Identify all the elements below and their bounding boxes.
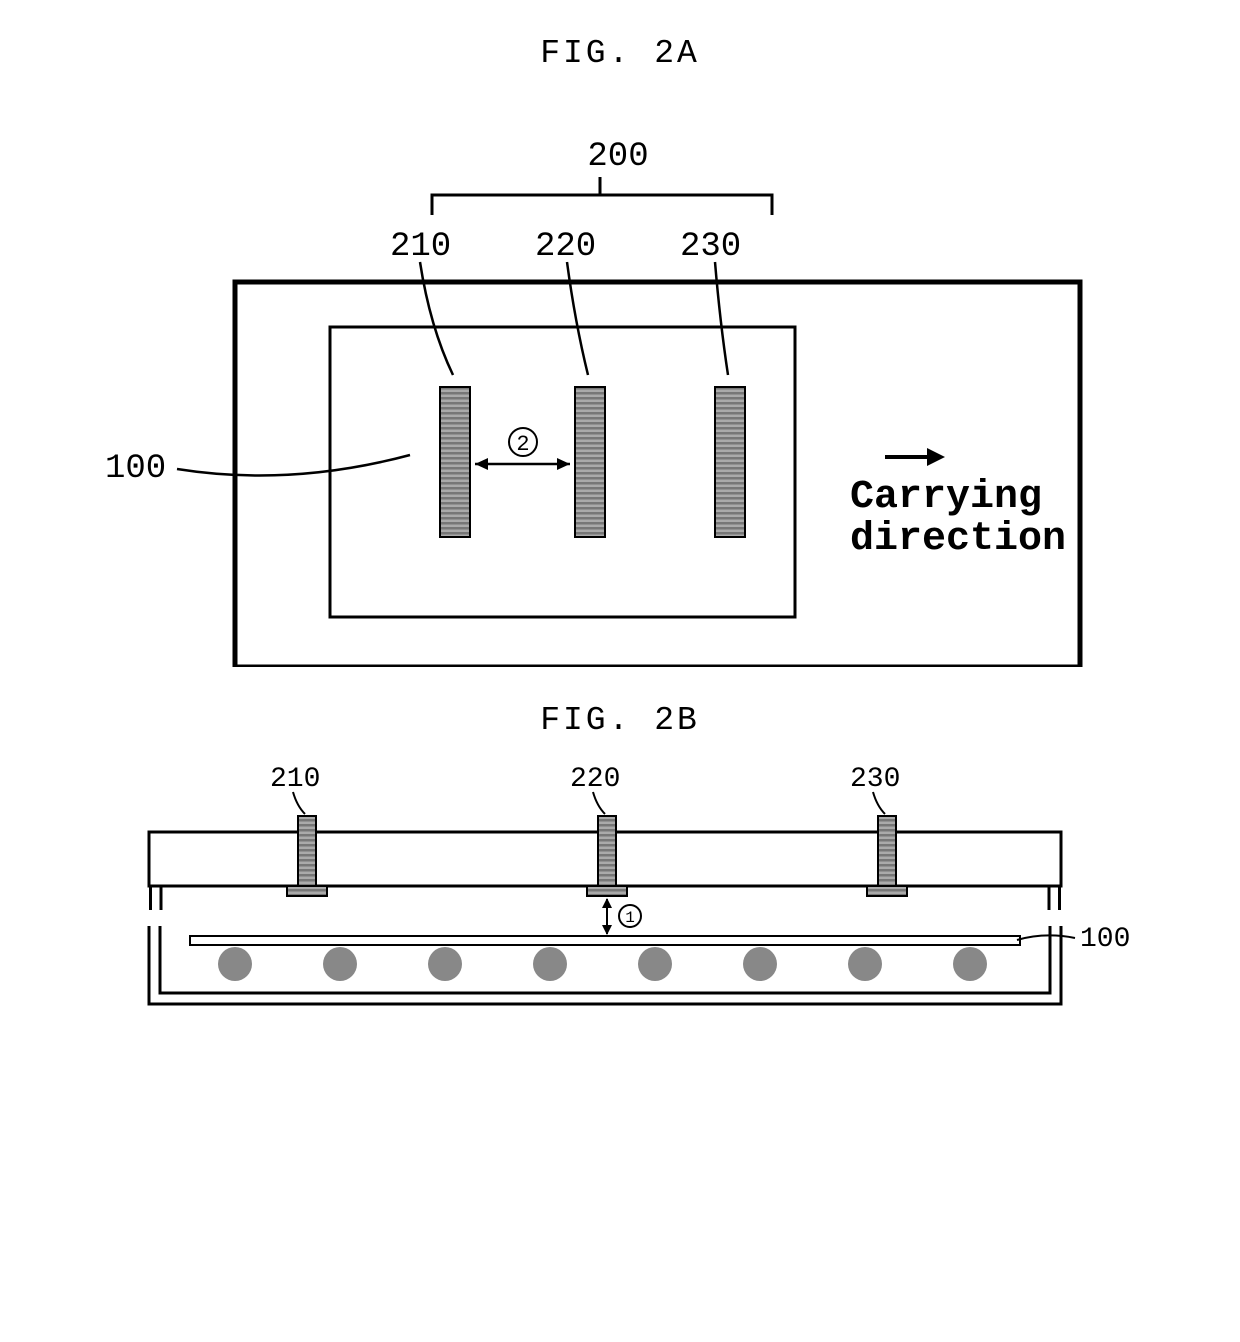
direction-arrow-head (927, 448, 945, 466)
figure-2b: 210 220 230 (105, 764, 1135, 1024)
bar-label-210: 210 (390, 228, 451, 266)
bar-label-230: 230 (680, 228, 741, 266)
nozzle-b-230 (867, 816, 907, 896)
gap-arrow-down (602, 925, 612, 935)
roller-4 (533, 947, 567, 981)
spacing-arrow-left (475, 458, 488, 470)
direction-text-1: Carrying (850, 475, 1042, 520)
figure-2a: 200 210 220 230 100 (70, 97, 1170, 667)
figure-2a-title: FIG. 2A (0, 35, 1240, 72)
nozzle-b-label-230: 230 (850, 764, 900, 795)
spacing-marker-text: 2 (516, 432, 529, 457)
roller-5 (638, 947, 672, 981)
nozzle-b-label-210: 210 (270, 764, 320, 795)
bar-label-220: 220 (535, 228, 596, 266)
page-root: FIG. 2A 200 210 220 230 100 (0, 35, 1240, 1024)
spacing-arrow-right (557, 458, 570, 470)
lead-line-230 (715, 262, 728, 375)
substrate-label-a: 100 (105, 450, 166, 488)
roller-8 (953, 947, 987, 981)
lead-line-100-a (177, 455, 410, 475)
roller-1 (218, 947, 252, 981)
gap-marker-text: 1 (625, 909, 635, 927)
figure-2a-svg: 200 210 220 230 100 (70, 97, 1170, 667)
substrate-label-b: 100 (1080, 924, 1130, 955)
direction-text-2: direction (850, 517, 1066, 562)
lead-b-230 (873, 792, 885, 814)
nozzle-bar-230 (715, 387, 745, 537)
figure-2b-title: FIG. 2B (0, 702, 1240, 739)
nozzle-b-label-220: 220 (570, 764, 620, 795)
gap-arrow-up (602, 898, 612, 908)
substrate-sheet (190, 936, 1020, 945)
nozzle-b-210 (287, 816, 327, 896)
lead-b-220 (593, 792, 605, 814)
figure-2b-svg: 210 220 230 (105, 764, 1135, 1024)
group-label: 200 (587, 138, 648, 176)
lead-line-100-b (1017, 935, 1075, 940)
nozzle-bar-220 (575, 387, 605, 537)
group-bracket (432, 177, 772, 215)
lead-b-210 (293, 792, 305, 814)
lead-line-220 (567, 262, 588, 375)
roller-2 (323, 947, 357, 981)
lead-line-210 (420, 262, 453, 375)
roller-3 (428, 947, 462, 981)
roller-6 (743, 947, 777, 981)
nozzle-b-220 (587, 816, 627, 896)
nozzle-bar-210 (440, 387, 470, 537)
roller-7 (848, 947, 882, 981)
